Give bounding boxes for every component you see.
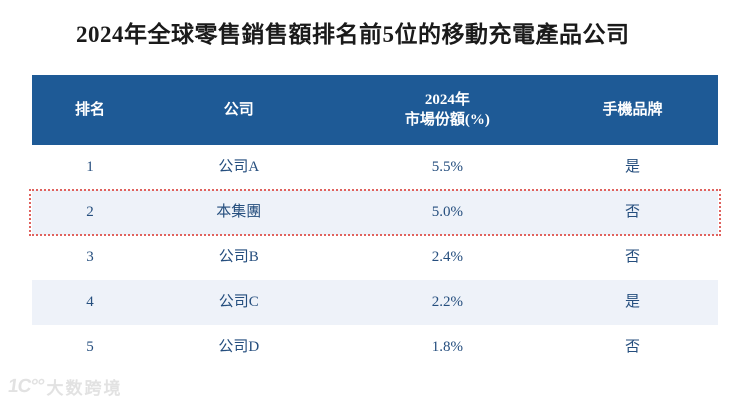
cell-phone-brand: 否 (624, 249, 640, 266)
table-header-row: 排名 公司 2024年 市場份額(%) 手機品牌 (32, 75, 718, 145)
cell-phone-brand: 否 (624, 204, 640, 221)
cell-rank: 5 (86, 339, 94, 356)
cell-phone-brand: 否 (624, 339, 640, 356)
cell-market-share: 5.5% (431, 159, 463, 176)
ranking-table: 排名 公司 2024年 市場份額(%) 手機品牌 1 公司A 5.5% 是 2 … (29, 75, 721, 370)
cell-company: 公司C (218, 294, 259, 311)
watermark-text: 大数跨境 (46, 379, 123, 398)
table-row: 2 本集團 5.0% 否 (29, 189, 721, 236)
column-header-phone-brand: 手機品牌 (602, 101, 663, 118)
cell-market-share: 2.2% (431, 294, 463, 311)
column-header-market-share: 2024年 市場份額(%) (330, 75, 565, 145)
cell-market-share: 2.4% (431, 249, 463, 266)
table-row: 3 公司B 2.4% 否 (32, 235, 718, 280)
cell-company: 公司A (218, 159, 260, 176)
table-row: 1 公司A 5.5% 是 (32, 145, 718, 190)
cell-company: 本集團 (216, 204, 262, 221)
cell-company: 公司D (218, 339, 260, 356)
cell-rank: 3 (86, 249, 94, 266)
cell-company: 公司B (218, 249, 259, 266)
table-body: 1 公司A 5.5% 是 2 本集團 5.0% 否 3 公司B 2.4% 否 4… (29, 145, 721, 370)
cell-rank: 1 (86, 159, 94, 176)
cell-market-share: 1.8% (431, 339, 463, 356)
watermark: 1C°° 大数跨境 (6, 374, 123, 399)
column-header-rank: 排名 (74, 101, 105, 118)
cell-rank: 2 (86, 204, 94, 221)
column-header-market-share-line1: 2024年 (424, 91, 470, 108)
watermark-logo-icon: 1C°° (6, 375, 46, 397)
cell-market-share: 5.0% (431, 204, 463, 221)
column-header-market-share-line2: 市場份額(%) (404, 112, 490, 128)
table-row: 5 公司D 1.8% 否 (32, 325, 718, 370)
cell-phone-brand: 是 (624, 159, 640, 176)
table-row: 4 公司C 2.2% 是 (32, 280, 718, 325)
page-title: 2024年全球零售銷售額排名前5位的移動充電產品公司 (76, 22, 630, 47)
column-header-company: 公司 (223, 101, 254, 118)
cell-phone-brand: 是 (624, 294, 640, 311)
cell-rank: 4 (86, 294, 94, 311)
